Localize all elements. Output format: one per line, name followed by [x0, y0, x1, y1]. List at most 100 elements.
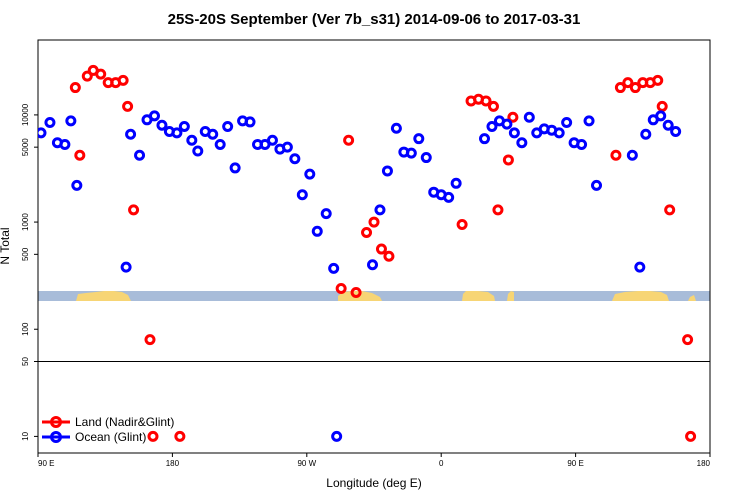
- data-point: [59, 138, 71, 150]
- legend-label-ocean: Ocean (Glint): [75, 430, 146, 444]
- data-point: [178, 120, 190, 132]
- data-point: [128, 204, 140, 216]
- data-point: [207, 128, 219, 140]
- data-point: [120, 261, 132, 273]
- data-point: [652, 74, 664, 86]
- data-point: [610, 149, 622, 161]
- x-axis-label: Longitude (deg E): [326, 476, 421, 490]
- y-axis: 10 50 100 500 1000 5000 10000: [21, 103, 38, 441]
- data-point: [311, 225, 323, 237]
- data-point: [335, 282, 347, 294]
- land-ocean-map-strip: [38, 291, 710, 301]
- data-point: [479, 133, 491, 145]
- data-point: [296, 189, 308, 201]
- data-point: [266, 134, 278, 146]
- data-point: [664, 204, 676, 216]
- legend-item-ocean: Ocean (Glint): [42, 430, 146, 444]
- data-point: [69, 82, 81, 94]
- data-point: [501, 118, 513, 130]
- y-tick-label: 10: [21, 431, 30, 440]
- data-point: [117, 74, 129, 86]
- data-point: [507, 111, 519, 123]
- data-point: [670, 126, 682, 138]
- data-point: [38, 127, 47, 139]
- data-point: [174, 430, 186, 442]
- y-tick-label: 50: [21, 356, 30, 365]
- x-tick-label: 180: [166, 459, 180, 468]
- data-point: [413, 133, 425, 145]
- data-point: [405, 147, 417, 159]
- legend: Land (Nadir&Glint) Ocean (Glint): [42, 415, 174, 444]
- y-axis-label: N Total: [0, 227, 12, 264]
- data-point: [331, 430, 343, 442]
- data-point: [186, 134, 198, 146]
- data-point: [171, 127, 183, 139]
- data-point: [367, 259, 379, 271]
- data-point: [328, 262, 340, 274]
- data-point: [420, 152, 432, 164]
- data-point: [583, 115, 595, 127]
- y-tick-label: 100: [21, 322, 30, 336]
- data-point: [634, 261, 646, 273]
- data-point: [147, 430, 159, 442]
- data-point: [320, 208, 332, 220]
- data-point: [281, 141, 293, 153]
- data-point: [576, 138, 588, 150]
- data-point: [44, 116, 56, 128]
- data-point: [222, 120, 234, 132]
- y-tick-label: 500: [21, 247, 30, 261]
- y-tick-label: 5000: [21, 138, 30, 156]
- data-point: [343, 134, 355, 146]
- legend-label-land: Land (Nadir&Glint): [75, 415, 174, 429]
- x-tick-label: 90 E: [38, 459, 54, 468]
- data-point: [192, 145, 204, 157]
- data-point: [148, 110, 160, 122]
- data-point: [614, 82, 626, 94]
- data-point: [350, 287, 362, 299]
- data-point: [122, 100, 134, 112]
- data-point: [502, 154, 514, 166]
- data-point: [65, 115, 77, 127]
- y-tick-label: 1000: [21, 213, 30, 231]
- series-ocean: [38, 110, 682, 442]
- data-point: [214, 138, 226, 150]
- data-point: [134, 149, 146, 161]
- plot-frame: [37, 39, 711, 454]
- data-point: [374, 204, 386, 216]
- data-point: [561, 116, 573, 128]
- data-points: [38, 64, 697, 442]
- data-point: [685, 430, 697, 442]
- data-point: [375, 243, 387, 255]
- y-tick-label: 10000: [21, 103, 30, 126]
- data-point: [486, 120, 498, 132]
- legend-swatch-ocean-marker: [50, 431, 62, 443]
- data-point: [368, 216, 380, 228]
- data-point: [125, 128, 137, 140]
- legend-item-land: Land (Nadir&Glint): [42, 415, 174, 429]
- x-tick-label: 90 E: [567, 459, 583, 468]
- chart-title: 25S-20S September (Ver 7b_s31) 2014-09-0…: [168, 11, 581, 28]
- data-point: [361, 226, 373, 238]
- data-point: [508, 127, 520, 139]
- data-point: [390, 122, 402, 134]
- x-tick-label: 0: [439, 459, 444, 468]
- data-point: [622, 77, 634, 89]
- data-point: [516, 137, 528, 149]
- data-point: [74, 149, 86, 161]
- x-tick-label: 180: [697, 459, 711, 468]
- data-point: [591, 179, 603, 191]
- data-point: [640, 128, 652, 140]
- x-axis: 90 E 180 90 W 0 90 E 180: [37, 453, 711, 468]
- data-point: [553, 127, 565, 139]
- legend-swatch-land-marker: [50, 416, 62, 428]
- data-point: [383, 250, 395, 262]
- x-tick-label: 90 W: [297, 459, 316, 468]
- data-point: [480, 95, 492, 107]
- data-point: [229, 162, 241, 174]
- data-point: [656, 100, 668, 112]
- data-point: [662, 119, 674, 131]
- data-point: [244, 116, 256, 128]
- data-point: [95, 68, 107, 80]
- data-point: [381, 165, 393, 177]
